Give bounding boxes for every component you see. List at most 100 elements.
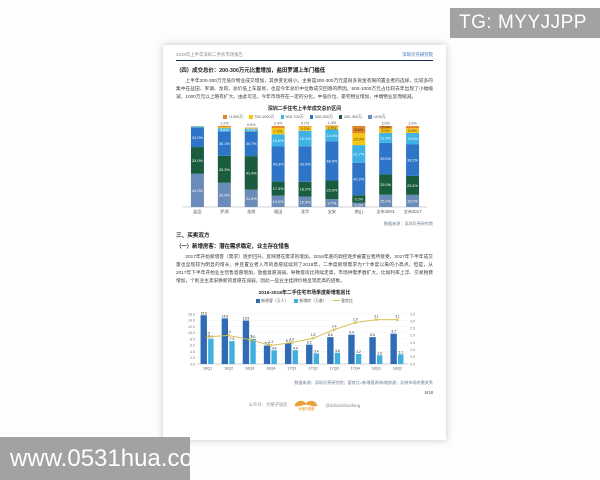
svg-text:9.7: 9.7 — [391, 330, 396, 334]
chart2-legend: 新增客（万人） 新增房（万套） 客房比 — [176, 298, 433, 304]
svg-text:19.1%: 19.1% — [299, 137, 310, 141]
svg-text:6.0: 6.0 — [190, 343, 195, 347]
footer-account-label: 公众号：大胡子说房 — [248, 402, 288, 408]
legend-item: <200万 — [368, 114, 386, 120]
svg-text:4.0%: 4.0% — [220, 128, 229, 132]
svg-text:2.0: 2.0 — [410, 334, 415, 338]
svg-text:21.4%: 21.4% — [245, 197, 256, 201]
document-header: 2018年上半年深圳二手房市场报告 深圳贝壳研究院 — [176, 52, 433, 58]
svg-text:17.4%: 17.4% — [272, 187, 283, 191]
legend-item: >1000万 — [223, 114, 243, 120]
svg-text:7.9%: 7.9% — [273, 130, 282, 134]
svg-text:14.6: 14.6 — [221, 314, 228, 318]
svg-text:2.4: 2.4 — [331, 324, 336, 328]
svg-text:29.9%: 29.9% — [218, 193, 229, 197]
section3-title: 三、买卖双方 — [176, 232, 210, 239]
svg-text:4.4: 4.4 — [292, 346, 297, 350]
svg-text:15.0%: 15.0% — [353, 137, 364, 141]
svg-text:1.5: 1.5 — [410, 341, 415, 345]
mustache-icon — [294, 400, 319, 407]
svg-text:1.2%: 1.2% — [220, 121, 229, 125]
svg-text:13.9: 13.9 — [242, 316, 249, 320]
svg-text:全市18H1: 全市18H1 — [376, 208, 395, 215]
svg-text:48.5%: 48.5% — [326, 159, 337, 163]
svg-text:2.9: 2.9 — [352, 317, 357, 321]
svg-text:13.8%: 13.8% — [407, 137, 418, 141]
svg-text:17Q2: 17Q2 — [308, 366, 317, 370]
svg-text:9.2%: 9.2% — [354, 197, 363, 201]
svg-text:39.0%: 39.0% — [380, 157, 391, 161]
svg-text:12.2%: 12.2% — [380, 136, 391, 140]
svg-text:8.0: 8.0 — [250, 335, 255, 339]
svg-text:14.5%: 14.5% — [326, 134, 337, 138]
svg-text:8.6: 8.6 — [370, 333, 375, 337]
chart1-stacked-bar-chart: 41.0% 33.0% 24.0% 盐田 29.9% 33.3% 30.1% 4.0% 1.2%… — [182, 121, 427, 215]
svg-text:8.6: 8.6 — [328, 333, 333, 337]
footer-handle: @dahuzishuofang — [325, 402, 361, 408]
svg-text:盐田: 盐田 — [193, 208, 201, 215]
svg-text:1.4%: 1.4% — [327, 121, 336, 125]
svg-text:5.2%: 5.2% — [300, 127, 309, 131]
svg-text:7.3: 7.3 — [229, 337, 234, 341]
mustache-logo: 大胡子说房 — [293, 399, 319, 412]
svg-text:3.1: 3.1 — [398, 350, 403, 354]
svg-text:16Q1: 16Q1 — [202, 366, 211, 370]
svg-text:3.0%: 3.0% — [381, 126, 390, 130]
svg-text:18Q1: 18Q1 — [371, 366, 380, 370]
svg-text:9.7%: 9.7% — [327, 202, 336, 206]
svg-text:6.2: 6.2 — [306, 341, 311, 345]
svg-text:43.3%: 43.3% — [272, 162, 283, 166]
svg-text:3.1: 3.1 — [373, 314, 378, 318]
svg-text:18.2%: 18.2% — [299, 188, 310, 192]
chart2-title: 2016-2018年二手住宅市场季度新增客房比 — [258, 290, 351, 296]
svg-text:2.8: 2.8 — [377, 351, 382, 355]
svg-text:3.5: 3.5 — [410, 312, 415, 316]
svg-text:0.7%: 0.7% — [300, 121, 309, 125]
svg-text:2.0: 2.0 — [190, 356, 195, 360]
svg-text:16.0: 16.0 — [188, 312, 195, 316]
svg-text:宝安: 宝安 — [327, 208, 335, 215]
svg-text:4.0: 4.0 — [190, 350, 195, 354]
svg-text:12.0: 12.0 — [188, 325, 195, 329]
svg-text:33.0%: 33.0% — [192, 159, 203, 163]
svg-text:30.1%: 30.1% — [218, 142, 229, 146]
svg-text:0.5: 0.5 — [410, 355, 415, 359]
svg-text:3.0: 3.0 — [410, 319, 415, 323]
svg-text:21.7%: 21.7% — [353, 152, 364, 156]
svg-text:17Q4: 17Q4 — [350, 366, 359, 370]
svg-text:全市2017: 全市2017 — [403, 208, 421, 215]
svg-text:16Q2: 16Q2 — [224, 366, 233, 370]
svg-text:33.3%: 33.3% — [218, 168, 229, 172]
svg-text:0.0: 0.0 — [410, 362, 415, 366]
svg-text:23.0%: 23.0% — [326, 188, 337, 192]
svg-text:3.0%: 3.0% — [381, 121, 390, 125]
section3-paragraph: 2017年开始新增客（需求）逐步回升，反映潜在需求的增加。2016年底的调控逐步… — [176, 253, 433, 283]
document-footer: 公众号：大胡子说房 大胡子说房 @dahuzishuofang — [176, 399, 433, 412]
svg-text:14.0: 14.0 — [188, 318, 195, 322]
svg-text:3.5%: 3.5% — [327, 127, 336, 131]
svg-text:15.2%: 15.2% — [380, 199, 391, 203]
chart2-source-note: 数据来源：深圳贝壳研究院；客房比=新增客源/新增房源；反映市场供需关系 — [294, 379, 433, 385]
chart1-title: 深圳二手住宅上半年成交总价区间 — [267, 106, 342, 112]
svg-text:24.0%: 24.0% — [192, 136, 203, 140]
svg-text:1.7: 1.7 — [247, 334, 252, 338]
svg-text:南山: 南山 — [354, 208, 362, 215]
document-page: 2018年上半年深圳二手房市场报告 深圳贝壳研究院 （四）成交总价：200-30… — [163, 45, 446, 440]
svg-text:16Q4: 16Q4 — [266, 366, 275, 370]
svg-text:39.2%: 39.2% — [407, 158, 418, 162]
svg-text:3.4: 3.4 — [314, 349, 319, 353]
svg-text:5.9%: 5.9% — [408, 129, 417, 133]
svg-text:1.9: 1.9 — [205, 331, 210, 335]
svg-text:2.0: 2.0 — [226, 330, 231, 334]
svg-text:罗湖: 罗湖 — [220, 208, 228, 215]
svg-text:43.9%: 43.9% — [299, 162, 310, 166]
svg-text:福田: 福田 — [273, 208, 281, 215]
watermark-bottom-left: www.0531hua.com — [0, 437, 213, 480]
legend-item: 500-700万 — [280, 114, 304, 120]
svg-text:15.6: 15.6 — [200, 311, 207, 315]
svg-text:12.9%: 12.9% — [299, 200, 310, 204]
chart2-block: 2016-2018年二手住宅市场季度新增客房比 新增客（万人） 新增房（万套） 客房… — [176, 289, 434, 386]
svg-text:18Q2: 18Q2 — [392, 366, 401, 370]
svg-text:3.1: 3.1 — [395, 314, 400, 318]
legend-item: 新增房（万套） — [294, 298, 327, 304]
